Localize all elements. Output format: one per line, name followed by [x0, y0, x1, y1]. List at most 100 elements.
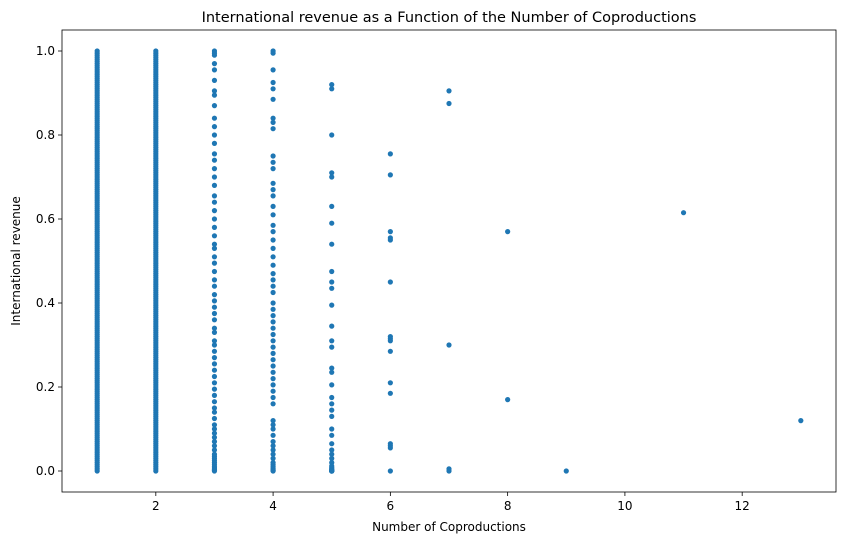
data-point [211, 298, 218, 304]
data-point [211, 208, 218, 214]
data-point [211, 260, 218, 266]
data-point [270, 350, 276, 356]
data-point [329, 174, 335, 180]
data-point [211, 182, 218, 188]
data-point [211, 199, 218, 205]
data-point [270, 166, 276, 172]
data-point [446, 100, 452, 107]
points-layer [94, 48, 804, 474]
data-point [211, 241, 218, 247]
data-point [329, 468, 335, 474]
y-tick-label: 0.8 [36, 128, 55, 142]
data-point [270, 401, 276, 407]
data-point [270, 363, 276, 369]
data-point [270, 394, 276, 401]
data-point [211, 310, 218, 317]
chart-title: International revenue as a Function of t… [202, 10, 697, 26]
data-point [211, 67, 218, 73]
data-point [211, 338, 218, 344]
data-point [211, 115, 218, 121]
data-point [211, 124, 218, 130]
data-point [270, 222, 276, 228]
data-point [211, 157, 218, 163]
data-point [387, 237, 393, 243]
data-point [270, 229, 276, 235]
data-point [211, 174, 218, 180]
data-point [270, 86, 276, 92]
data-point [270, 422, 276, 428]
data-point [270, 203, 276, 209]
data-point [211, 245, 218, 251]
data-point [387, 380, 393, 386]
data-point [387, 390, 393, 396]
data-point [446, 88, 452, 94]
data-point [270, 289, 276, 296]
data-point [270, 277, 276, 283]
data-point [211, 140, 218, 146]
data-point [505, 397, 511, 403]
data-point [211, 409, 218, 415]
data-point [270, 212, 276, 218]
data-point [211, 132, 218, 138]
data-point [270, 344, 276, 350]
data-point [270, 153, 276, 159]
data-point [270, 439, 276, 445]
data-point [329, 447, 335, 453]
y-axis-label: International revenue [9, 196, 23, 326]
data-point [270, 451, 276, 457]
data-point [211, 386, 218, 392]
data-point [329, 401, 335, 407]
data-point [211, 422, 218, 428]
data-point [270, 468, 276, 474]
data-point [211, 88, 218, 94]
data-point [211, 216, 218, 222]
plot-frame [61, 29, 837, 493]
data-point [211, 443, 218, 449]
data-point [270, 159, 276, 165]
data-point [94, 48, 100, 54]
data-point [211, 399, 218, 405]
data-point [270, 306, 276, 312]
data-point [211, 292, 218, 298]
data-point [211, 317, 218, 323]
data-point [270, 325, 276, 331]
data-point [329, 451, 335, 457]
data-point [211, 415, 218, 422]
data-point [329, 220, 335, 226]
data-point [211, 468, 218, 474]
data-point [270, 388, 276, 394]
data-point [270, 193, 276, 199]
data-point [563, 468, 569, 474]
data-point [270, 126, 276, 132]
data-point [211, 430, 218, 436]
data-point [270, 369, 276, 375]
data-point [387, 279, 393, 285]
data-point [270, 426, 276, 432]
data-point [329, 279, 335, 285]
data-point [270, 376, 276, 382]
data-point [211, 277, 218, 283]
data-point [329, 382, 335, 388]
data-point [211, 304, 218, 310]
data-point [446, 342, 452, 348]
data-point [270, 382, 276, 388]
data-point [329, 369, 335, 375]
data-point [329, 302, 335, 308]
x-tick-label: 8 [504, 499, 512, 513]
x-axis-ticks: 2 4 6 8 10 12 [152, 492, 750, 513]
x-tick-label: 12 [735, 499, 750, 513]
data-point [211, 268, 218, 275]
data-point [211, 325, 218, 331]
data-point [329, 203, 335, 209]
data-point [270, 338, 276, 344]
data-point [211, 92, 218, 98]
data-point [329, 365, 335, 371]
data-point [270, 245, 276, 251]
data-point [211, 61, 218, 67]
data-point [211, 103, 218, 109]
data-point [211, 342, 218, 348]
data-point [270, 96, 276, 102]
data-point [211, 373, 218, 380]
data-point [680, 210, 687, 216]
